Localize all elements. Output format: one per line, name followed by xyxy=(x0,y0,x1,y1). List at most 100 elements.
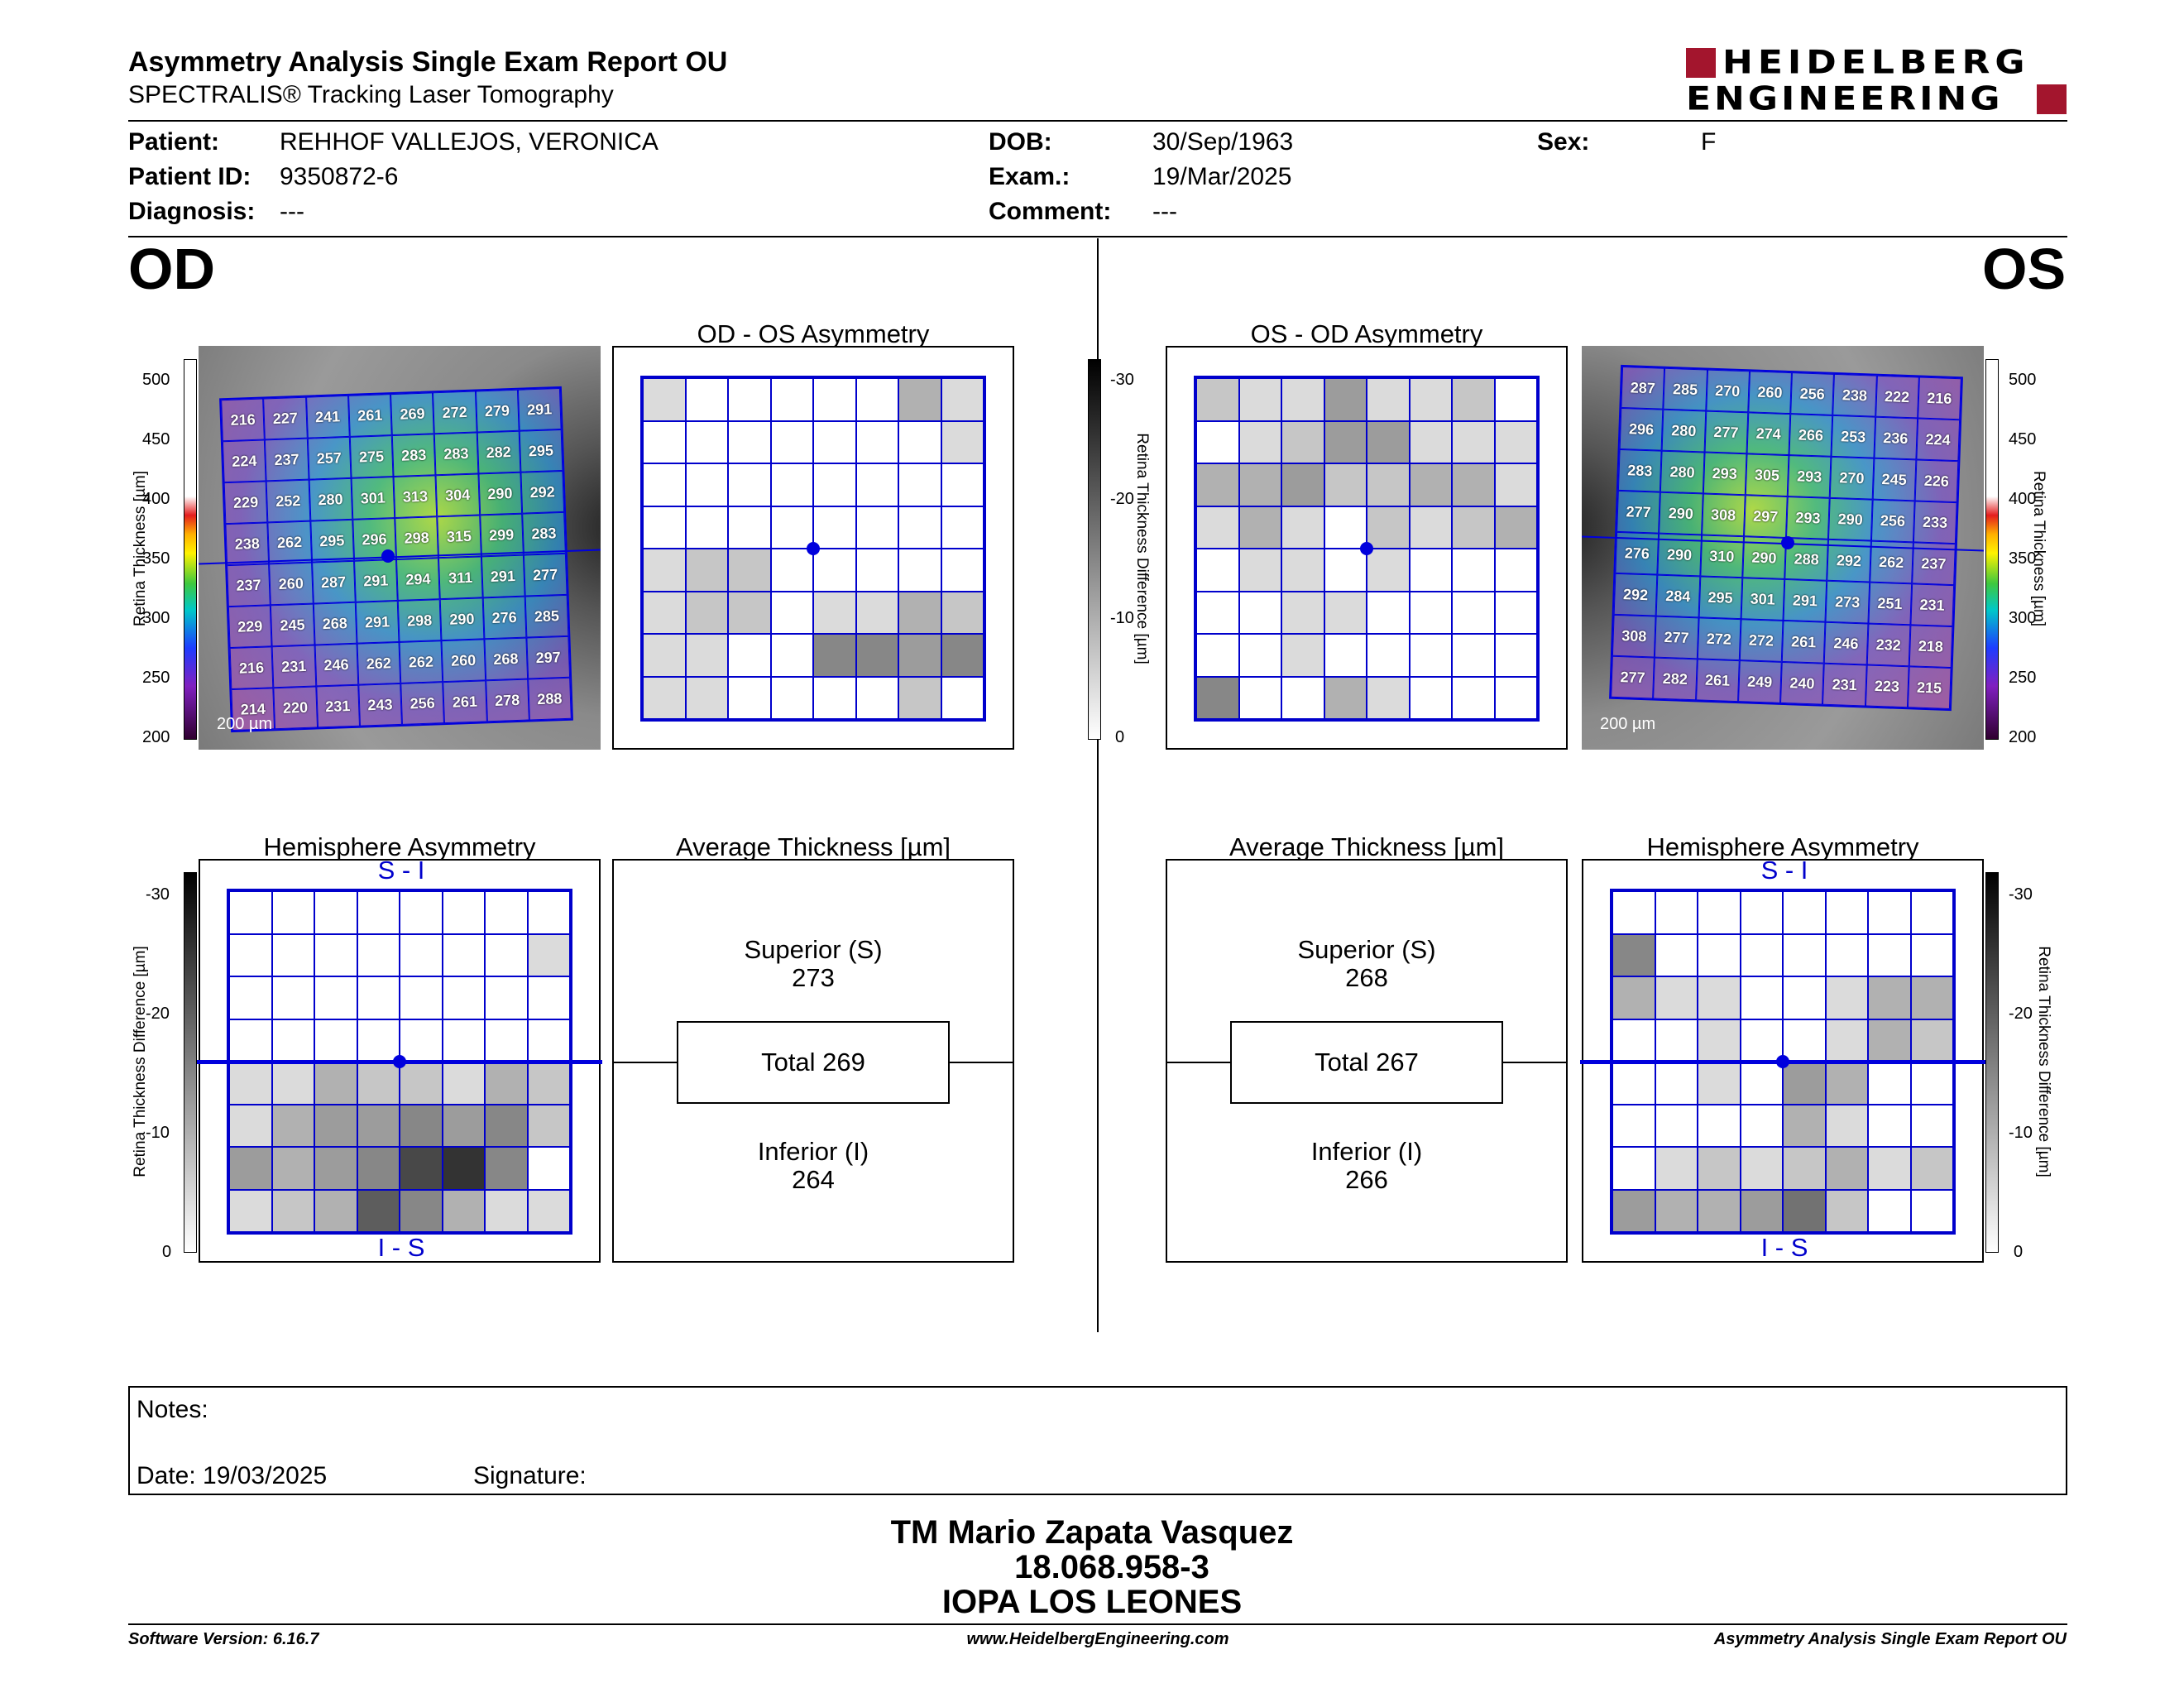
tick: 400 xyxy=(2009,490,2037,508)
od-hemi-center xyxy=(393,1055,406,1068)
os-asym-cell xyxy=(1494,463,1537,506)
os-asym-cell xyxy=(1452,676,1495,719)
od-hemi-cell xyxy=(485,1062,528,1105)
od-thickness-value: 231 xyxy=(315,684,360,728)
od-thickness-value: 277 xyxy=(523,553,568,597)
od-thickness-value: 297 xyxy=(526,635,571,679)
os-asym-cell xyxy=(1367,591,1410,634)
od-asym-cell xyxy=(813,420,856,463)
os-hemi-cell xyxy=(1825,976,1868,1019)
od-fovea-marker xyxy=(381,549,395,563)
os-thickness-value: 218 xyxy=(1909,625,1953,669)
od-asym-cell xyxy=(813,676,856,719)
od-thickness-value: 229 xyxy=(228,605,272,649)
os-hemi-cell xyxy=(1612,1062,1655,1105)
od-asym-cell xyxy=(685,378,728,421)
os-hemi-cell xyxy=(1783,1104,1826,1147)
od-thickness-value: 220 xyxy=(273,686,318,730)
os-asym-cell xyxy=(1324,420,1367,463)
os-thickness-value: 270 xyxy=(1705,369,1750,413)
os-hemi-cell xyxy=(1783,1019,1826,1062)
od-hemi-cell xyxy=(229,1062,272,1105)
od-thickness-value: 246 xyxy=(314,643,359,687)
footer-website[interactable]: www.HeidelbergEngineering.com xyxy=(966,1630,1229,1648)
od-thickness-value: 311 xyxy=(438,556,483,600)
comment-value: --- xyxy=(1152,198,1177,225)
os-thickness-value: 283 xyxy=(1617,448,1662,492)
os-asym-cell xyxy=(1281,591,1324,634)
os-hemi-cell xyxy=(1655,976,1698,1019)
od-avg-title: Average Thickness [µm] xyxy=(675,832,951,861)
od-thickness-value: 287 xyxy=(311,560,356,604)
os-asym-cell xyxy=(1409,506,1452,549)
od-hemi-cell xyxy=(314,1189,357,1232)
patient-name: REHHOF VALLEJOS, VERONICA xyxy=(280,128,659,156)
od-thickness-value: 283 xyxy=(521,511,566,555)
os-asym-cell xyxy=(1324,676,1367,719)
od-hemi-cell xyxy=(527,1189,570,1232)
os-thickness-value: 231 xyxy=(1910,583,1955,627)
os-thickness-value: 251 xyxy=(1867,582,1912,626)
os-asym-cell xyxy=(1324,506,1367,549)
os-i-s-label: I - S xyxy=(1760,1233,1808,1262)
od-thickness-value: 276 xyxy=(482,596,527,640)
os-total-value: Total 267 xyxy=(1315,1048,1419,1077)
os-asym-cell xyxy=(1494,378,1537,421)
tick: 0 xyxy=(162,1243,172,1261)
od-thickness-value: 262 xyxy=(267,520,312,564)
os-thickness-value: 274 xyxy=(1746,412,1791,456)
os-asym-cell xyxy=(1452,506,1495,549)
os-hemi-colorbar xyxy=(1985,872,1999,1253)
os-asym-cell xyxy=(1238,634,1281,677)
os-asym-cell xyxy=(1281,378,1324,421)
od-thickness-value: 252 xyxy=(266,479,310,523)
os-asym-panel xyxy=(1166,346,1568,750)
od-hemi-cell xyxy=(229,1019,272,1062)
os-asym-cell xyxy=(1452,420,1495,463)
os-thickness-value: 292 xyxy=(1613,573,1658,616)
od-asym-cell xyxy=(941,463,984,506)
od-hemi-cell xyxy=(400,1104,443,1147)
os-thickness-value: 226 xyxy=(1914,459,1959,503)
od-thickness-value: 285 xyxy=(524,594,569,638)
os-hemi-cell xyxy=(1698,933,1741,976)
od-asym-cell xyxy=(855,591,898,634)
stamp-place: IOPA LOS LEONES xyxy=(941,1584,1243,1620)
os-thickness-colorbar xyxy=(1985,359,1999,740)
od-asym-cell xyxy=(855,463,898,506)
header-rule xyxy=(128,120,2067,122)
od-hemi-cell xyxy=(271,891,314,934)
tick: 200 xyxy=(142,728,170,746)
tick: 300 xyxy=(2009,609,2037,627)
os-hemi-cell xyxy=(1655,1147,1698,1190)
tick: 250 xyxy=(2009,669,2037,687)
od-avg-panel: Superior (S) 273 Total 269 Inferior (I) … xyxy=(612,859,1014,1263)
od-hemi-cell xyxy=(400,976,443,1019)
os-hemi-cell xyxy=(1910,1147,1953,1190)
od-hemi-cell xyxy=(357,1062,400,1105)
tick: 450 xyxy=(142,430,170,448)
od-asym-cell xyxy=(813,506,856,549)
od-asym-cell xyxy=(643,506,686,549)
od-thickness-value: 243 xyxy=(358,683,402,727)
os-hemi-cell xyxy=(1825,891,1868,934)
od-thickness-value: 275 xyxy=(349,435,394,478)
od-thickness-value: 268 xyxy=(313,602,357,645)
os-asym-cell xyxy=(1494,676,1537,719)
od-hemi-cell xyxy=(271,1062,314,1105)
os-thickness-value: 224 xyxy=(1916,418,1961,462)
od-hemi-cell xyxy=(442,1019,485,1062)
od-asym-cell xyxy=(685,463,728,506)
os-hemi-cell xyxy=(1740,1019,1783,1062)
od-hemi-cell xyxy=(527,1147,570,1190)
notes-signature: Signature: xyxy=(473,1462,587,1489)
od-asym-cell xyxy=(898,420,941,463)
notes-box[interactable]: Notes: Date: 19/03/2025 Signature: xyxy=(128,1386,2067,1495)
os-asym-cell xyxy=(1409,676,1452,719)
tick: -10 xyxy=(146,1124,170,1142)
od-thickness-value: 268 xyxy=(483,637,528,681)
os-asym-cell xyxy=(1324,634,1367,677)
os-hemi-cell xyxy=(1698,1062,1741,1105)
os-asym-cell xyxy=(1196,634,1239,677)
os-hemi-cell xyxy=(1868,1062,1911,1105)
